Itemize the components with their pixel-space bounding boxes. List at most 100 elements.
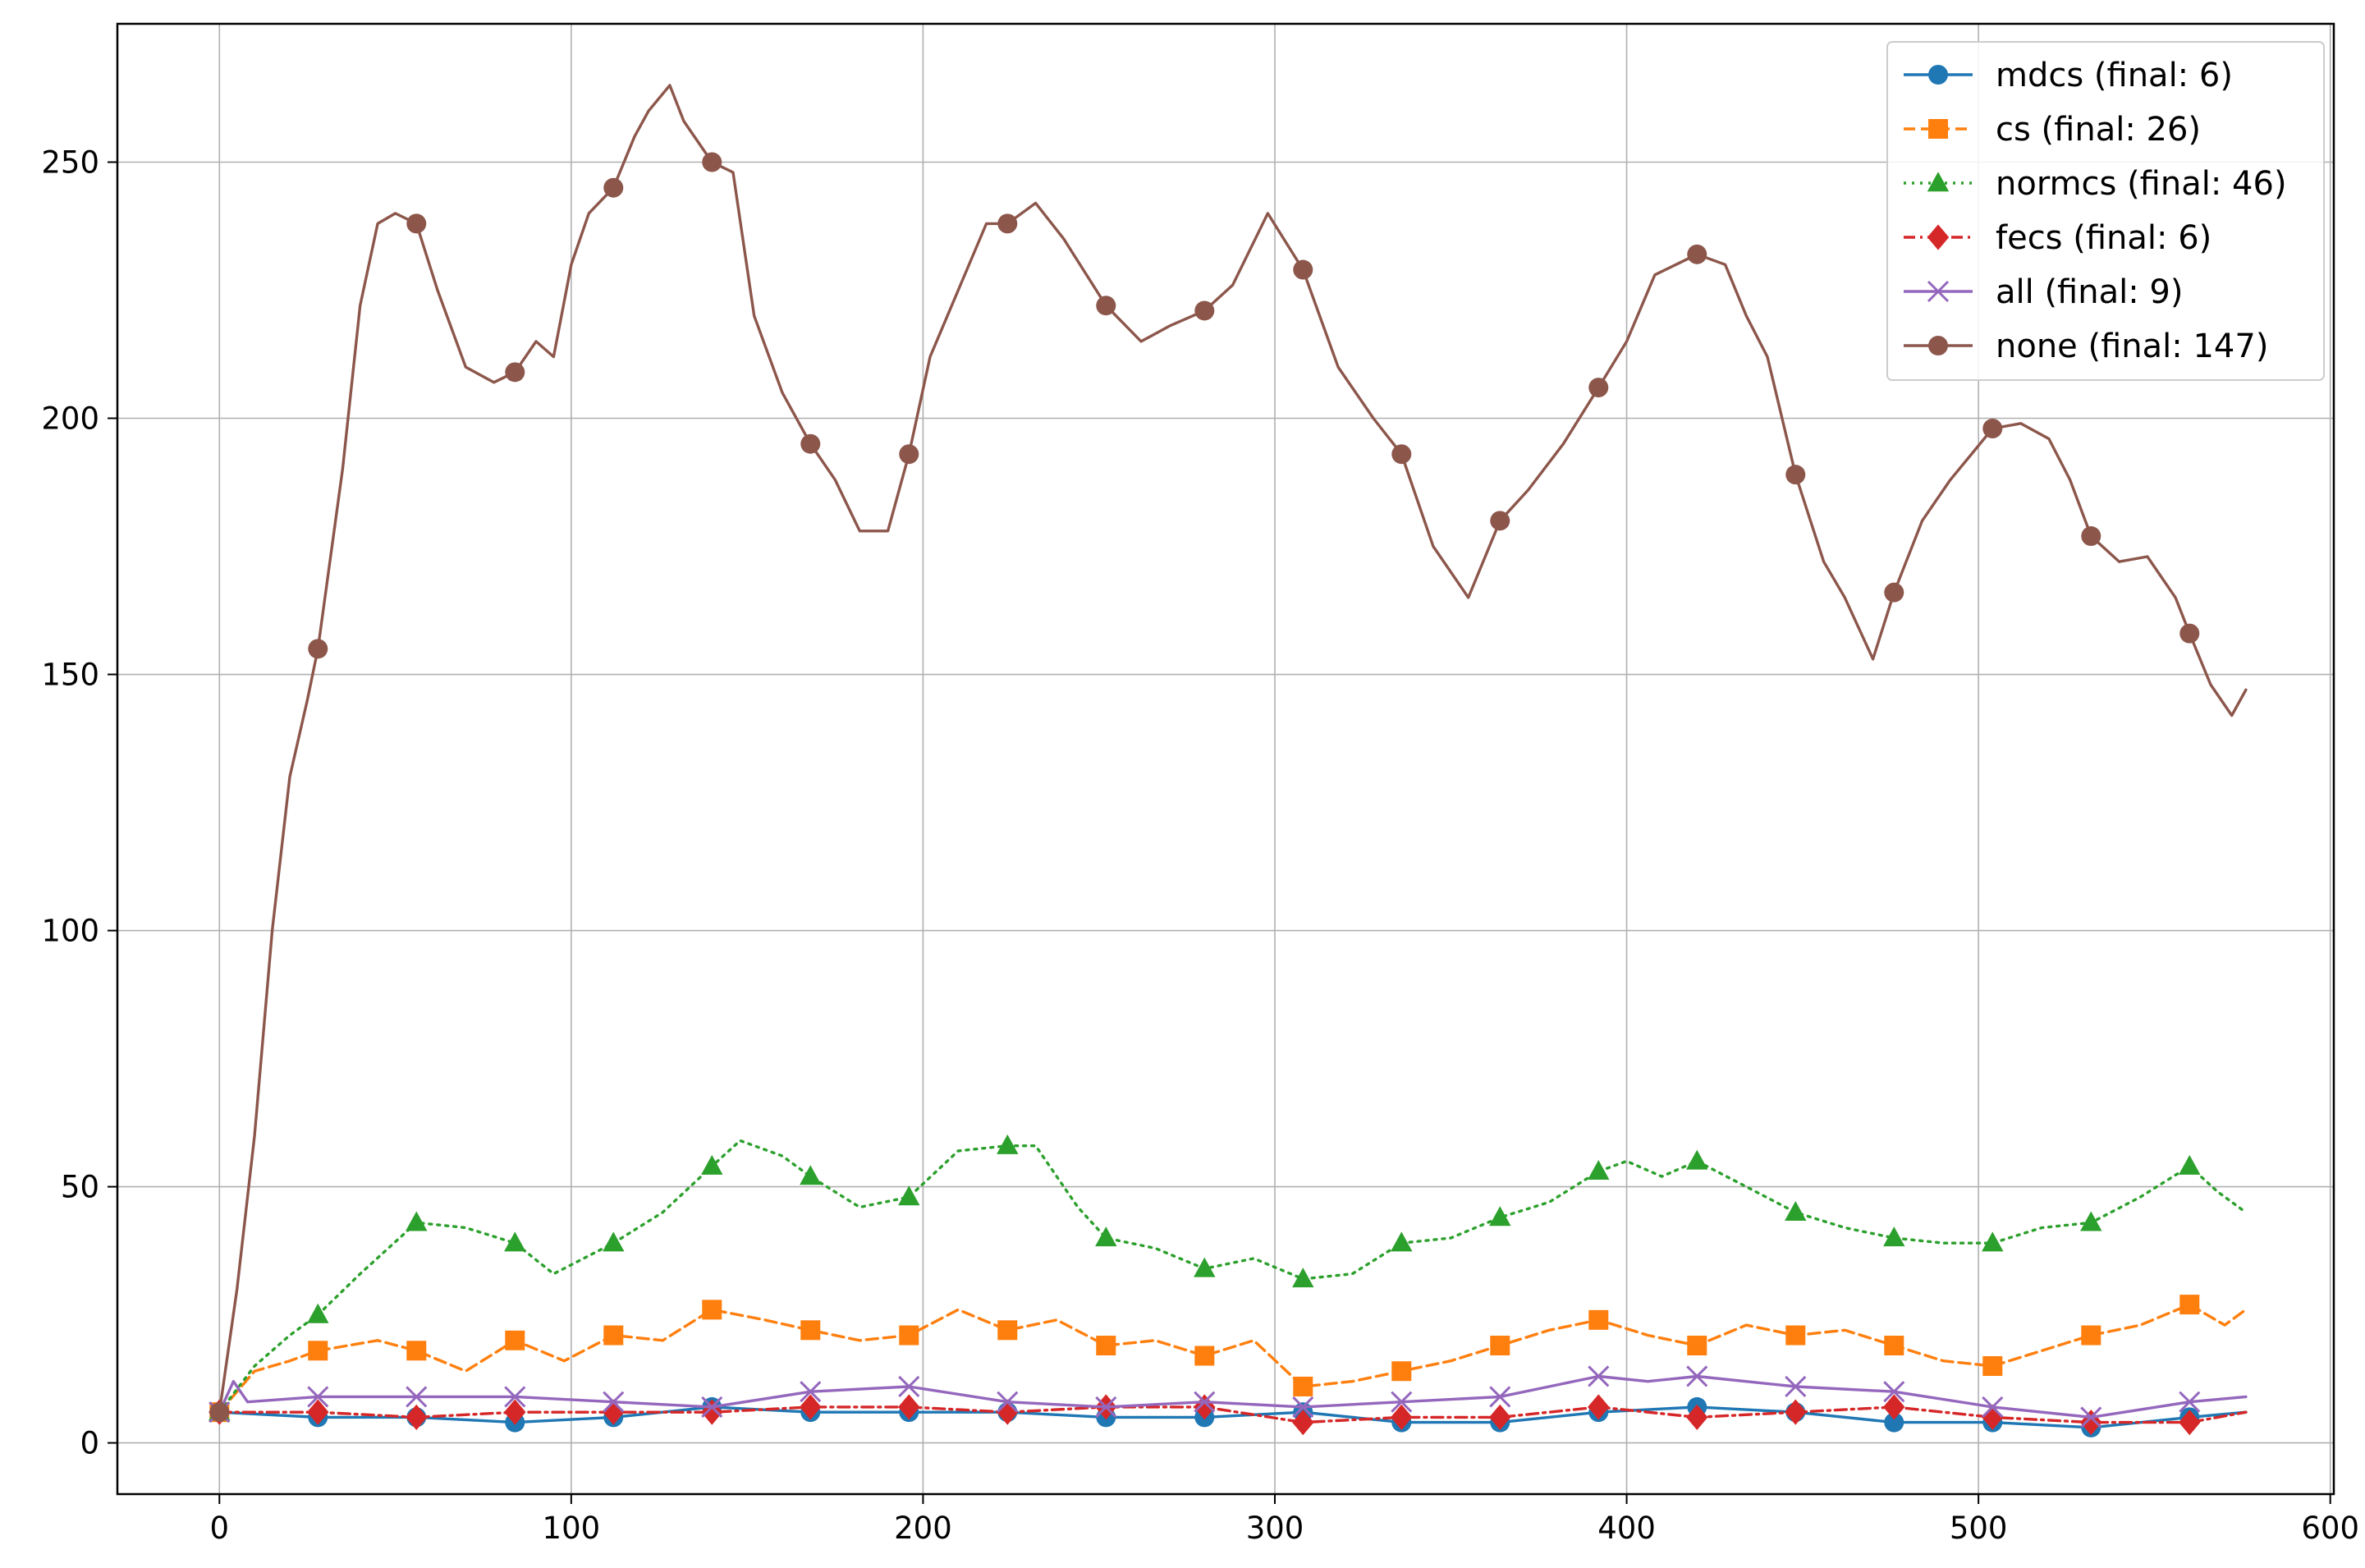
data-point [1982, 1355, 2003, 1376]
marker-stroke [603, 1391, 625, 1413]
marker-stroke [504, 1386, 526, 1408]
data-point [603, 1399, 625, 1425]
data-point [997, 213, 1018, 234]
data-point [1194, 1257, 1216, 1277]
data-point [1982, 1231, 2004, 1252]
data-point [1293, 259, 1313, 280]
data-point [308, 639, 328, 659]
data-point [1391, 1361, 1412, 1382]
data-point [997, 1134, 1019, 1154]
data-point [1884, 582, 1904, 603]
marker-stroke [2179, 1391, 2201, 1413]
data-point [1588, 1160, 1610, 1181]
data-point [800, 1394, 822, 1420]
marker-stroke [406, 1386, 428, 1408]
data-point [2179, 1295, 2200, 1315]
data-point [1490, 1336, 1510, 1356]
legend-entry: fecs (final: 6) [1996, 219, 2211, 257]
data-point [406, 1211, 428, 1231]
legend-entry: normcs (final: 46) [1996, 165, 2287, 203]
data-point [899, 444, 919, 465]
x-tick-label: 400 [1597, 1511, 1656, 1546]
data-point [1927, 280, 1950, 303]
data-point [701, 1154, 723, 1175]
data-point [1588, 1365, 1610, 1387]
data-point [1883, 1226, 1905, 1247]
marker-stroke [898, 1375, 920, 1398]
data-point [1883, 1381, 1905, 1403]
data-point [307, 1399, 329, 1425]
data-point [1194, 1394, 1216, 1420]
data-point [1588, 378, 1609, 398]
data-point [899, 1325, 919, 1346]
data-point [1588, 1394, 1610, 1420]
data-point [800, 1320, 821, 1341]
marker-stroke [1095, 1396, 1117, 1418]
data-point [406, 213, 427, 234]
data-point [2179, 1154, 2201, 1175]
data-point [702, 1300, 722, 1320]
data-point [1687, 1336, 1707, 1356]
y-tick-label: 50 [61, 1170, 99, 1205]
marker-stroke [1686, 1365, 1708, 1387]
data-point [209, 1402, 230, 1423]
data-point [504, 1386, 526, 1408]
marker-stroke [307, 1386, 329, 1408]
data-point [1293, 1376, 1313, 1396]
data-point [1391, 444, 1412, 465]
data-point [898, 1375, 920, 1398]
data-point [1292, 1396, 1314, 1418]
data-point [1687, 244, 1707, 264]
data-point [307, 1386, 329, 1408]
data-point [1095, 1226, 1117, 1247]
data-point [1194, 300, 1215, 321]
marker-stroke [1489, 1386, 1511, 1408]
data-point [2081, 1325, 2101, 1346]
data-point [505, 362, 525, 383]
data-point [1489, 1386, 1511, 1408]
plot-frame [116, 22, 2335, 1496]
series [209, 1295, 2248, 1423]
data-point [1391, 1391, 1413, 1413]
data-point [1883, 1394, 1905, 1420]
marker-stroke [1927, 280, 1950, 303]
data-point [701, 1399, 723, 1425]
legend-entry: mdcs (final: 6) [1996, 57, 2233, 94]
data-point [800, 433, 821, 454]
data-point [1927, 172, 1950, 192]
data-point [1928, 119, 1948, 139]
data-point [2080, 1406, 2102, 1428]
marker-stroke [701, 1396, 723, 1418]
y-tick-label: 150 [41, 658, 99, 693]
data-point [603, 1231, 625, 1252]
data-point [1927, 224, 1950, 250]
grid-lines [117, 24, 2334, 1494]
data-point [898, 1394, 920, 1420]
data-point [406, 1404, 428, 1430]
marker-stroke [2080, 1406, 2102, 1428]
data-point [1095, 1396, 1117, 1418]
data-point [1785, 1375, 1807, 1398]
data-point [1489, 1206, 1511, 1226]
data-point [2179, 1410, 2201, 1436]
data-point [1686, 1365, 1708, 1387]
data-point [2080, 1410, 2102, 1436]
marker-stroke [1883, 1381, 1905, 1403]
x-tick-label: 600 [2301, 1511, 2359, 1546]
legend-box [1886, 41, 2325, 381]
x-tick-label: 0 [210, 1511, 230, 1546]
axis-ticks: 0 100 200 300 400 500 600 0 50 100 150 200 250 [41, 144, 2359, 1546]
y-tick-label: 200 [41, 401, 99, 437]
data-point [1982, 418, 2003, 438]
data-point [1292, 1410, 1314, 1436]
data-point [504, 1231, 526, 1252]
legend: mdcs (final: 6) cs (final: 26) normcs (fin… [1886, 41, 2325, 381]
series [209, 1134, 2248, 1421]
x-tick-label: 500 [1950, 1511, 2008, 1546]
data-point [406, 1341, 427, 1361]
data-point [308, 1341, 328, 1361]
data-point [898, 1185, 920, 1206]
data-point [1292, 1268, 1314, 1288]
data-point [1928, 336, 1948, 355]
